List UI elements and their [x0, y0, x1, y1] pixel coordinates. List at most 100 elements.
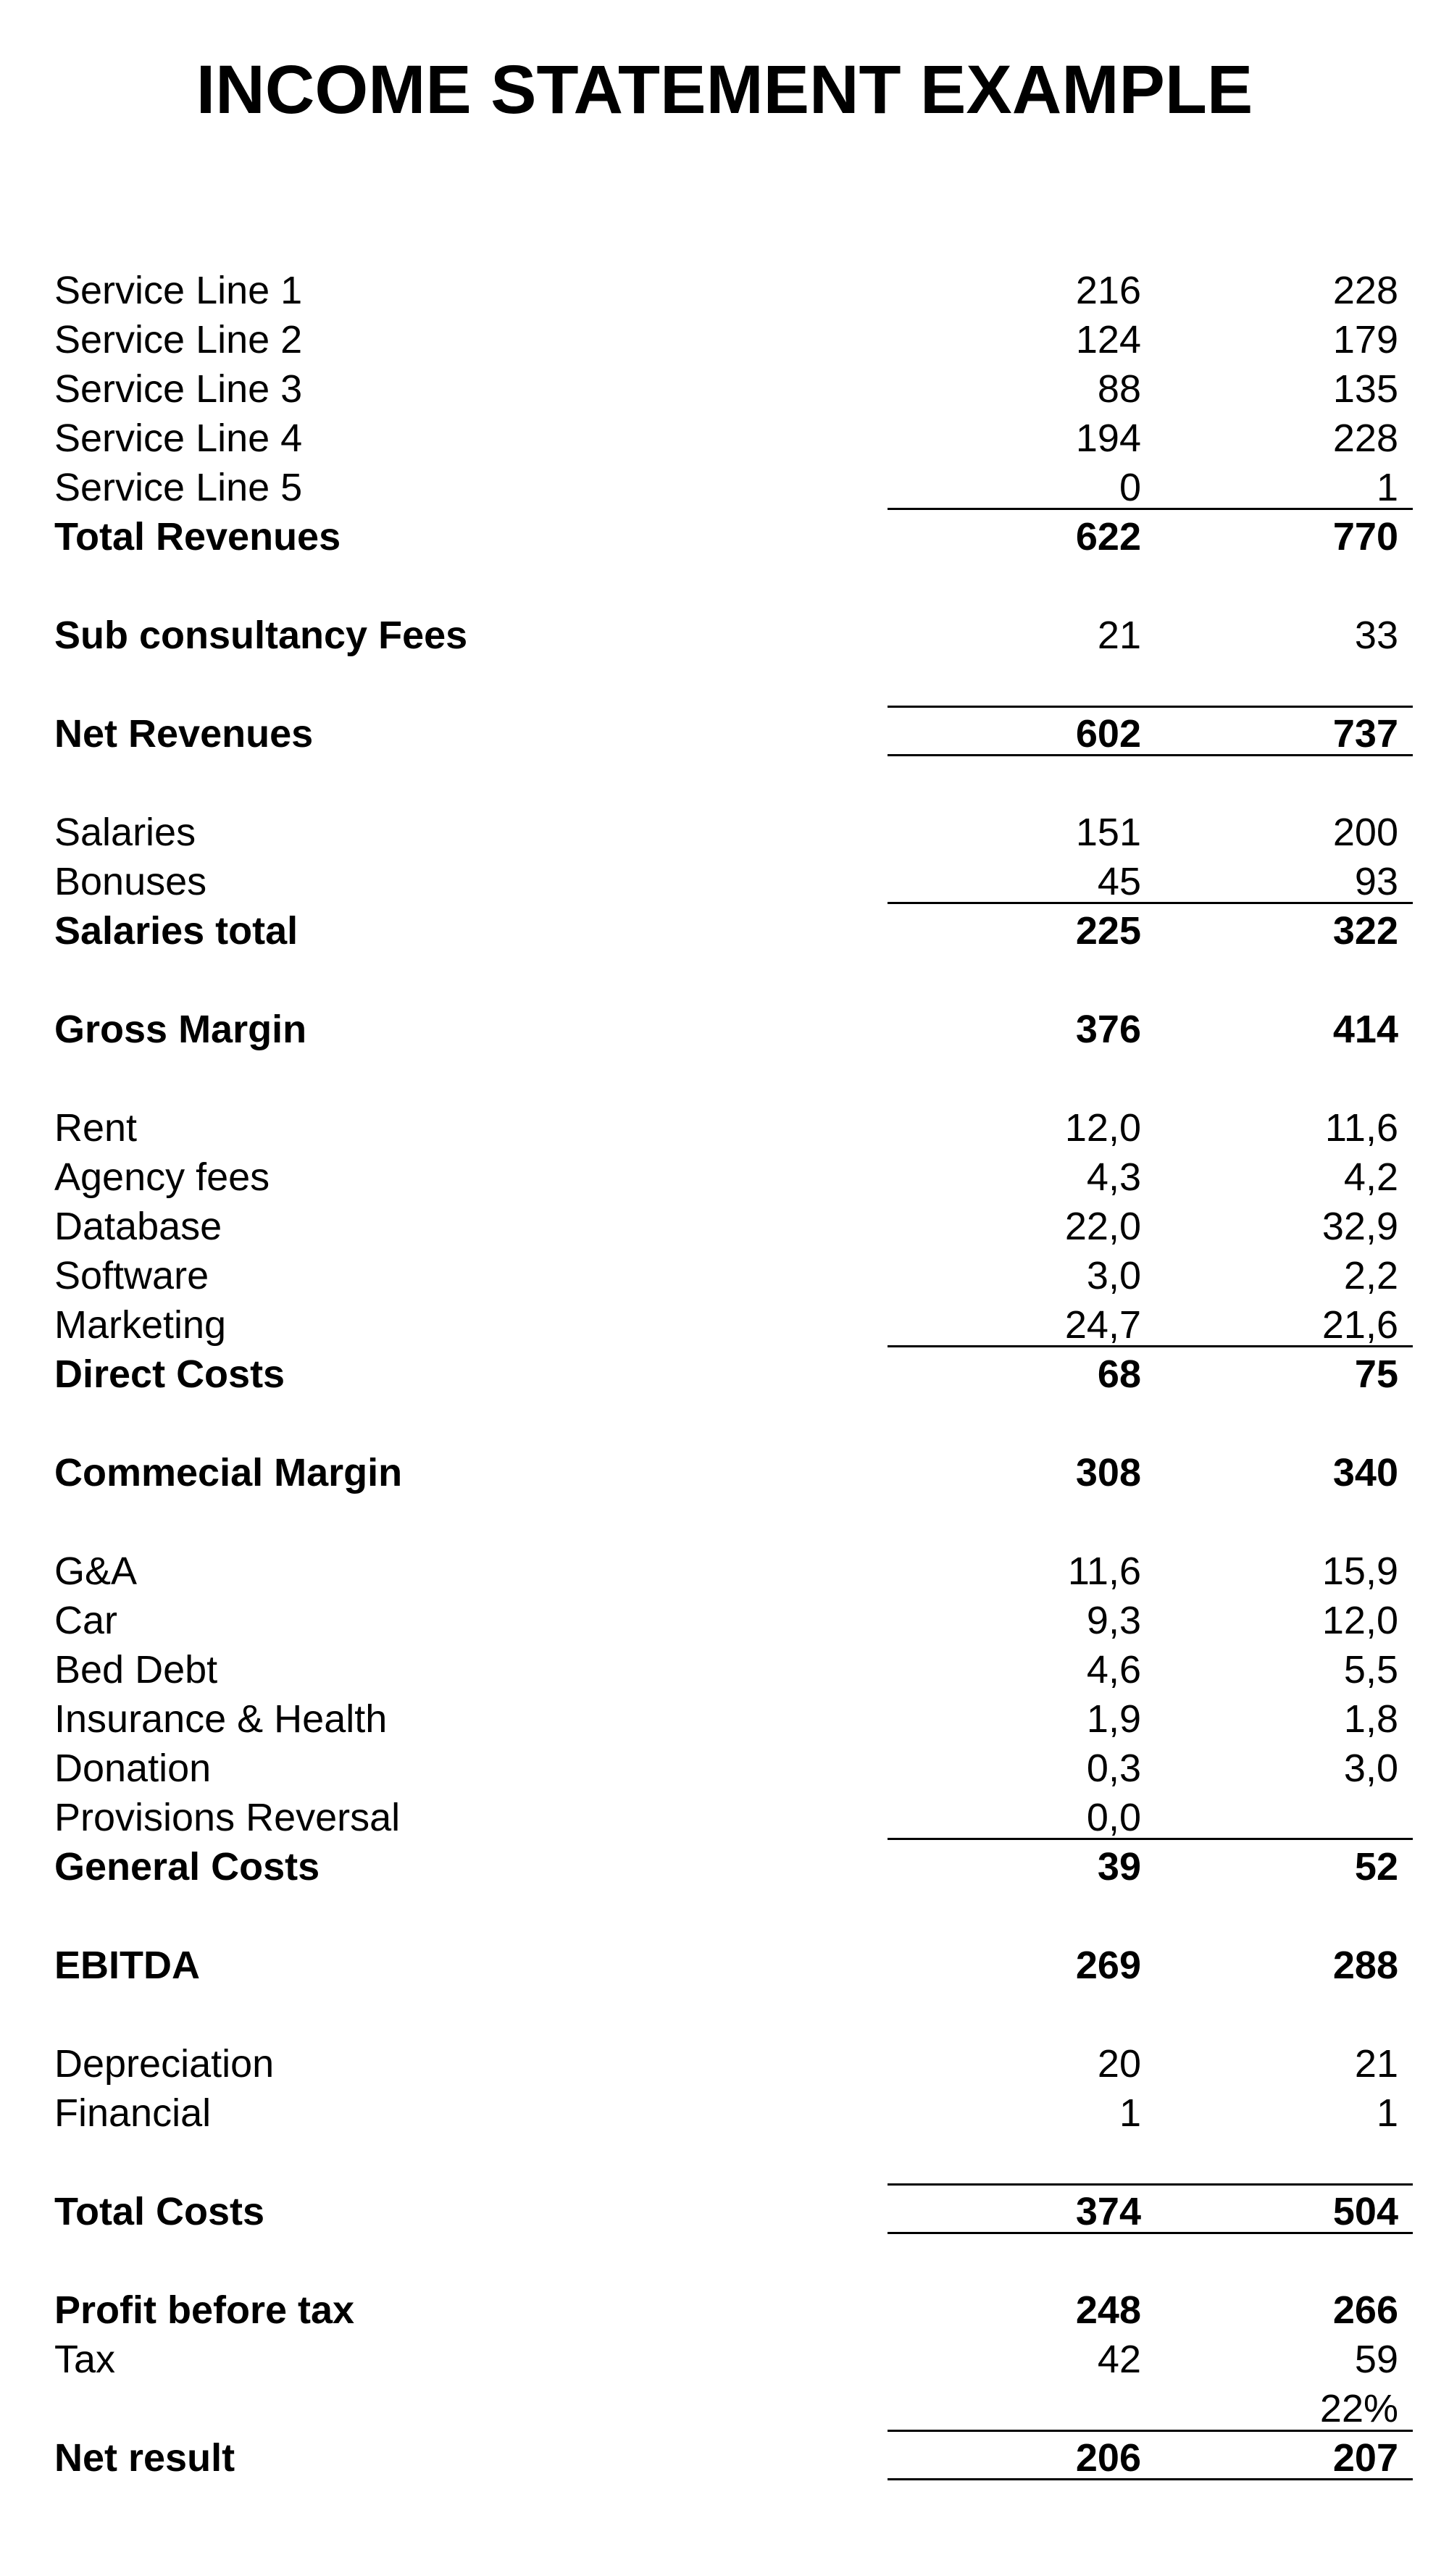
total-rule-above [888, 706, 1413, 708]
row-value-col2: 200 [1332, 811, 1398, 854]
row-value-col2: 32,9 [1321, 1205, 1398, 1248]
row-label: General Costs [54, 1845, 320, 1889]
row-value-col2: 5,5 [1343, 1648, 1398, 1691]
row-label: Rent [54, 1106, 138, 1150]
sum-rule-below [888, 1345, 1413, 1347]
row-label: Service Line 2 [54, 318, 303, 361]
row-value-col2: 504 [1332, 2190, 1398, 2233]
row-label: Salaries [54, 811, 196, 854]
row-value-col1: 622 [1075, 515, 1141, 559]
row-value-col1: 1,9 [1086, 1697, 1141, 1741]
row-value-col1: 216 [1075, 269, 1141, 312]
row-value-col2: 12,0 [1321, 1599, 1398, 1642]
table-row: Financial 1 1 [0, 2088, 1449, 2138]
table-row: Commecial Margin 308 340 [0, 1448, 1449, 1497]
table-row: Tax 42 59 [0, 2335, 1449, 2384]
total-rule-above [888, 2183, 1413, 2186]
table-row: Bed Debt 4,6 5,5 [0, 1645, 1449, 1694]
row-value-col2: 52 [1354, 1845, 1398, 1889]
table-row: Service Line 4 194 228 [0, 414, 1449, 463]
row-value-col1: 194 [1075, 417, 1141, 460]
row-value-col1: 0,3 [1086, 1747, 1141, 1790]
row-value-col1: 20 [1097, 2042, 1141, 2086]
row-value-col2: 266 [1332, 2288, 1398, 2332]
row-value-col2: 1,8 [1343, 1697, 1398, 1741]
table-row: Service Line 3 88 135 [0, 364, 1449, 414]
row-label: Net Revenues [54, 712, 314, 756]
row-value-col1: 269 [1075, 1944, 1141, 1987]
row-value-col1: 4,3 [1086, 1155, 1141, 1199]
row-value-col1: 602 [1075, 712, 1141, 756]
row-value-col1: 12,0 [1064, 1106, 1141, 1150]
row-label: Software [54, 1254, 209, 1297]
row-label: Financial [54, 2091, 212, 2135]
row-label: Total Costs [54, 2190, 265, 2233]
table-row-blank [0, 660, 1449, 709]
table-row: Sub consultancy Fees 21 33 [0, 611, 1449, 660]
table-row: Net Revenues 602 737 [0, 706, 1449, 758]
row-label: Depreciation [54, 2042, 275, 2086]
row-value-col2: 1 [1376, 2091, 1398, 2135]
row-value-col1: 248 [1075, 2288, 1141, 2332]
row-value-col1: 0,0 [1086, 1796, 1141, 1839]
table-row: Provisions Reversal 0,0 [0, 1793, 1449, 1842]
row-value-col2: 322 [1332, 909, 1398, 953]
table-row-blank [0, 1497, 1449, 1547]
row-value-col1: 68 [1097, 1352, 1141, 1396]
table-row: Salaries total 225 322 [0, 906, 1449, 955]
table-row: Database 22,0 32,9 [0, 1202, 1449, 1251]
table-row-blank [0, 758, 1449, 808]
table-row-blank [0, 2236, 1449, 2286]
table-row: Gross Margin 376 414 [0, 1005, 1449, 1054]
table-row: Depreciation 20 21 [0, 2039, 1449, 2088]
row-value-col1: 3,0 [1086, 1254, 1141, 1297]
row-value-col2: 22% [1319, 2387, 1398, 2430]
row-label: Provisions Reversal [54, 1796, 401, 1839]
row-label: Service Line 3 [54, 367, 303, 411]
row-label: Net result [54, 2436, 235, 2480]
row-value-col1: 11,6 [1067, 1550, 1141, 1593]
row-label: G&A [54, 1550, 138, 1593]
table-row-blank [0, 1054, 1449, 1103]
row-value-col1: 22,0 [1064, 1205, 1141, 1248]
row-label: EBITDA [54, 1944, 200, 1987]
table-row: Donation 0,3 3,0 [0, 1744, 1449, 1793]
row-value-col1: 308 [1075, 1451, 1141, 1494]
row-value-col1: 88 [1097, 367, 1141, 411]
row-value-col2: 340 [1332, 1451, 1398, 1494]
row-value-col1: 21 [1097, 614, 1141, 657]
table-row: G&A 11,6 15,9 [0, 1547, 1449, 1596]
table-row-blank [0, 955, 1449, 1005]
table-row: Profit before tax 248 266 [0, 2286, 1449, 2335]
row-value-col1: 1 [1119, 2091, 1141, 2135]
row-value-col1: 0 [1119, 466, 1141, 509]
sum-rule-below [888, 2232, 1413, 2234]
row-value-col2: 228 [1332, 269, 1398, 312]
row-label: Profit before tax [54, 2288, 355, 2332]
sum-rule-below [888, 1838, 1413, 1840]
row-value-col2: 59 [1354, 2338, 1398, 2381]
table-row-blank [0, 1990, 1449, 2039]
table-row: Direct Costs 68 75 [0, 1350, 1449, 1399]
row-value-col2: 228 [1332, 417, 1398, 460]
row-value-col2: 2,2 [1343, 1254, 1398, 1297]
table-row: Salaries 151 200 [0, 808, 1449, 857]
row-label: Total Revenues [54, 515, 341, 559]
table-row: Total Costs 374 504 [0, 2183, 1449, 2236]
table-row-blank [0, 1399, 1449, 1448]
row-value-col1: 124 [1075, 318, 1141, 361]
row-value-col2: 21 [1354, 2042, 1398, 2086]
row-label: Direct Costs [54, 1352, 285, 1396]
row-label: Service Line 4 [54, 417, 303, 460]
table-row: Service Line 2 124 179 [0, 315, 1449, 364]
row-label: Database [54, 1205, 222, 1248]
row-value-col1: 151 [1075, 811, 1141, 854]
row-value-col1: 376 [1075, 1008, 1141, 1051]
row-label: Bed Debt [54, 1648, 218, 1691]
table-row: Marketing 24,7 21,6 [0, 1300, 1449, 1350]
row-value-col2: 4,2 [1343, 1155, 1398, 1199]
row-value-col2: 1 [1376, 466, 1398, 509]
table-row: Agency fees 4,3 4,2 [0, 1153, 1449, 1202]
sum-rule-below [888, 754, 1413, 756]
sum-rule-below [888, 508, 1413, 510]
